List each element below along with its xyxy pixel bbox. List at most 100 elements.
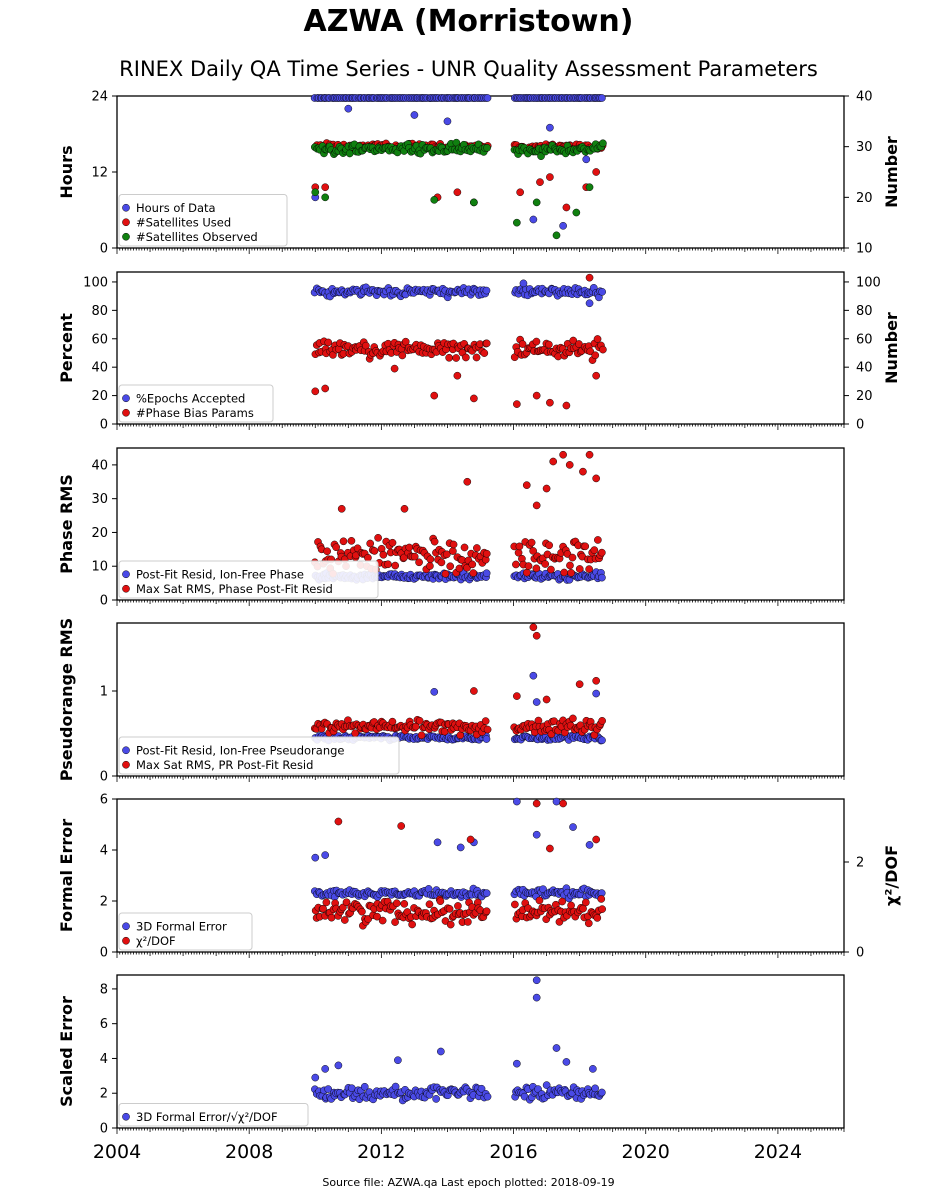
y-axis-label: Hours xyxy=(57,145,76,198)
y-tick-label: 24 xyxy=(91,90,108,105)
outlier-point xyxy=(522,481,531,489)
outlier-point xyxy=(529,671,538,680)
legend-entry: %Epochs Accepted xyxy=(136,391,245,405)
data-point xyxy=(432,1095,440,1103)
outlier-point xyxy=(585,841,594,849)
series-blue xyxy=(310,279,606,308)
data-point xyxy=(598,736,606,745)
outlier-point xyxy=(565,461,574,469)
y-tick-label: 0 xyxy=(100,1122,108,1137)
data-point xyxy=(522,568,531,577)
outlier-point xyxy=(542,484,551,493)
outlier-point xyxy=(437,1047,445,1056)
y-tick-label: 8 xyxy=(100,982,108,997)
outlier-point xyxy=(519,279,528,288)
data-point xyxy=(417,731,426,740)
outlier-point xyxy=(433,838,442,847)
data-point xyxy=(392,899,401,908)
outlier-point xyxy=(546,123,554,132)
data-point xyxy=(594,536,602,544)
data-point xyxy=(425,900,434,909)
series-blue xyxy=(311,976,606,1105)
outlier-point xyxy=(552,797,561,806)
outlier-point xyxy=(592,371,600,380)
outlier-point xyxy=(579,467,587,476)
data-point xyxy=(442,550,451,559)
data-point xyxy=(547,565,555,574)
outlier-point xyxy=(592,168,600,176)
y-tick-label: 12 xyxy=(91,166,108,181)
y-tick-label: 100 xyxy=(83,275,108,290)
outlier-point xyxy=(546,844,554,853)
series-red xyxy=(311,450,606,578)
data-point xyxy=(322,898,331,907)
y-tick-label: 6 xyxy=(100,1017,108,1032)
data-point xyxy=(340,916,349,924)
outlier-point xyxy=(311,387,320,396)
data-point xyxy=(358,907,366,916)
legend-entry: Max Sat RMS, PR Post-Fit Resid xyxy=(136,758,313,772)
outlier-point xyxy=(513,797,521,806)
legend-marker xyxy=(122,203,130,212)
legend-marker xyxy=(122,922,130,931)
legend-entry: #Satellites Observed xyxy=(136,230,258,244)
y-tick-label: 2 xyxy=(100,895,108,910)
data-point xyxy=(483,94,492,102)
x-tick-label: 2024 xyxy=(754,1141,802,1163)
legend-box xyxy=(118,384,274,423)
outlier-point xyxy=(529,215,538,224)
data-point xyxy=(482,907,491,916)
data-point xyxy=(598,573,606,582)
data-point xyxy=(446,562,455,571)
x-tick-label: 2020 xyxy=(622,1141,670,1163)
legend: 3D Formal Error/√χ²/DOF xyxy=(118,1103,309,1127)
legend-entry: Post-Fit Resid, Ion-Free Pseudorange xyxy=(136,743,344,757)
panel-4: 0 1 Pseudorange RMS Post-Fit Resid, Ion-Fre… xyxy=(57,618,845,785)
data-point xyxy=(598,1088,606,1097)
data-point xyxy=(482,549,491,558)
data-point xyxy=(449,540,458,549)
y2-axis-label: Number xyxy=(882,312,901,384)
data-point xyxy=(599,345,607,354)
data-point xyxy=(327,913,336,922)
data-point xyxy=(426,562,434,570)
data-point xyxy=(597,895,606,903)
data-point xyxy=(391,561,400,570)
legend-entry: 3D Formal Error xyxy=(136,919,227,933)
outlier-point xyxy=(410,111,419,119)
data-point xyxy=(532,337,541,346)
y-tick-label: 0 xyxy=(100,242,108,257)
y-tick-label: 40 xyxy=(91,361,108,376)
x-tick-label: 2012 xyxy=(357,1141,405,1163)
data-point xyxy=(449,547,457,555)
data-point xyxy=(598,94,606,102)
y-tick-label: 4 xyxy=(100,844,108,859)
y-tick-label: 0 xyxy=(100,946,108,961)
y-tick-label: 0 xyxy=(100,418,108,433)
outlier-point xyxy=(532,830,541,839)
data-point xyxy=(591,351,600,360)
panel-2-points xyxy=(310,273,607,410)
data-point xyxy=(388,717,397,726)
data-point xyxy=(590,546,599,554)
outlier-point xyxy=(562,401,571,410)
legend-marker xyxy=(122,570,130,579)
legend-marker xyxy=(122,936,130,945)
outlier-point xyxy=(516,188,524,197)
legend-entry: Post-Fit Resid, Ion-Free Phase xyxy=(136,567,304,581)
outlier-point xyxy=(592,676,600,685)
y2-tick-label: 60 xyxy=(856,332,873,347)
data-point xyxy=(480,349,489,357)
y-tick-label: 6 xyxy=(100,793,108,808)
panel-5-points xyxy=(310,797,606,930)
x-tick-label: 2016 xyxy=(489,1141,537,1163)
y2-tick-label: 10 xyxy=(856,242,873,257)
outlier-point xyxy=(536,178,544,186)
outlier-point xyxy=(470,687,478,695)
series-blue xyxy=(310,94,606,230)
outlier-point xyxy=(549,457,558,466)
outlier-point xyxy=(529,623,538,632)
y2-tick-label: 0 xyxy=(856,946,864,961)
